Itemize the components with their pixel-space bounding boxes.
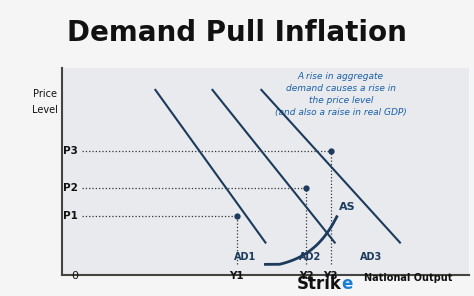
Text: e: e — [341, 275, 353, 293]
Text: P1: P1 — [63, 211, 78, 221]
Text: AD1: AD1 — [234, 252, 256, 262]
Text: P2: P2 — [63, 183, 78, 193]
Text: Y3: Y3 — [323, 271, 338, 281]
Text: 0: 0 — [71, 271, 78, 281]
Text: Level: Level — [32, 104, 58, 115]
Text: National Output: National Output — [364, 273, 452, 283]
Text: AD3: AD3 — [360, 252, 383, 262]
Text: Demand Pull Inflation: Demand Pull Inflation — [67, 19, 407, 46]
Text: Price: Price — [33, 89, 57, 99]
Text: Y1: Y1 — [229, 271, 244, 281]
Text: AS: AS — [339, 202, 356, 212]
Text: A rise in aggregate
demand causes a rise in
the price level
(and also a raise in: A rise in aggregate demand causes a rise… — [275, 73, 407, 117]
Text: Strik: Strik — [296, 275, 341, 293]
Text: P3: P3 — [63, 146, 78, 156]
Text: Y2: Y2 — [299, 271, 313, 281]
Text: AD2: AD2 — [299, 252, 321, 262]
